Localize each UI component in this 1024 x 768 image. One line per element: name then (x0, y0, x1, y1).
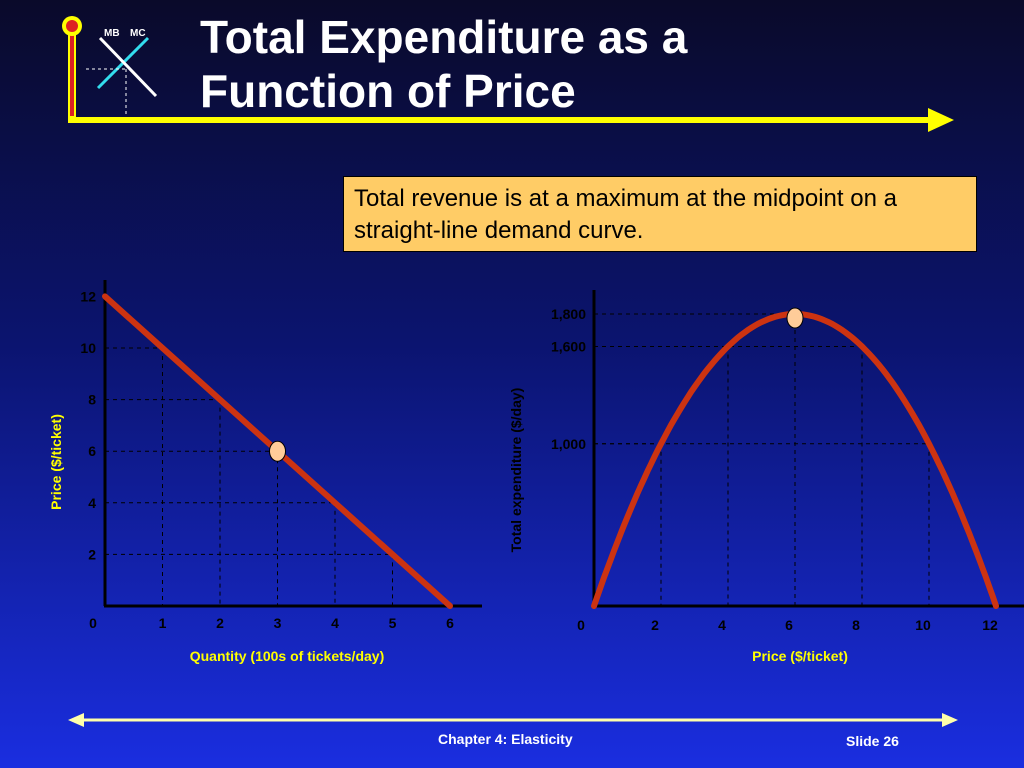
demand-x-axis-label: Quantity (100s of tickets/day) (190, 648, 385, 664)
expenditure-x-tick-label: 4 (718, 617, 726, 633)
demand-y-tick-label: 6 (88, 443, 96, 459)
demand-x-tick-label: 6 (446, 615, 454, 631)
footer-rule (68, 713, 958, 727)
expenditure-x-tick-label: 2 (651, 617, 659, 633)
logo-vertical-stripe (70, 30, 74, 116)
demand-x-tick-label: 1 (159, 615, 167, 631)
expenditure-y-tick-label: 1,800 (551, 306, 586, 322)
expenditure-y-axis-label: Total expenditure ($/day) (508, 388, 524, 553)
demand-y-tick-label: 8 (88, 392, 96, 408)
footer-slide-number: Slide 26 (846, 733, 899, 749)
demand-y-axis-label: Price ($/ticket) (48, 414, 64, 510)
demand-y-tick-label: 2 (88, 546, 96, 562)
logo-mb-line (98, 36, 158, 98)
demand-x-tick-label: 0 (89, 615, 97, 631)
callout-note: Total revenue is at a maximum at the mid… (343, 176, 977, 252)
expenditure-x-tick-label: 8 (852, 617, 860, 633)
expenditure-chart: 0 2 4 6 8 10 12 1,000 1,600 1,800 Price ($/ticke… (508, 290, 1024, 664)
demand-y-tick-label: 10 (80, 340, 96, 356)
expenditure-x-tick-label: 6 (785, 617, 793, 633)
demand-midpoint-marker (269, 440, 286, 462)
demand-x-tick-label: 2 (216, 615, 224, 631)
logo-mb-label: MB (104, 28, 120, 39)
title-rule-arrowhead (928, 108, 954, 132)
slide-title: Total Expenditure as a Function of Price (200, 10, 840, 118)
demand-x-tick-labels: 0 1 2 3 4 5 6 (89, 615, 454, 631)
demand-y-tick-label: 12 (80, 288, 96, 304)
expenditure-y-tick-label: 1,000 (551, 436, 586, 452)
expenditure-x-tick-label: 0 (577, 617, 585, 633)
footer-arrow-right (942, 713, 958, 727)
mb-mc-logo: MB MC (62, 16, 158, 118)
title-arrow-rule (68, 108, 954, 132)
expenditure-x-tick-label: 12 (982, 617, 998, 633)
demand-y-tick-label: 4 (88, 495, 96, 511)
expenditure-x-tick-label: 10 (915, 617, 931, 633)
expenditure-y-tick-labels: 1,000 1,600 1,800 (551, 306, 586, 452)
demand-x-tick-label: 5 (389, 615, 397, 631)
expenditure-max-marker (786, 307, 804, 329)
footer-chapter: Chapter 4: Elasticity (438, 731, 573, 747)
expenditure-x-tick-labels: 0 2 4 6 8 10 12 (577, 617, 998, 633)
logo-mc-label: MC (130, 28, 146, 39)
footer-arrow-left (68, 713, 84, 727)
demand-y-tick-labels: 2 4 6 8 10 12 (80, 288, 96, 562)
expenditure-x-axis-label: Price ($/ticket) (752, 648, 848, 664)
demand-x-tick-label: 3 (274, 615, 282, 631)
expenditure-grid (594, 313, 930, 606)
logo-knob-center (66, 20, 78, 32)
slide-title-line2: Function of Price (200, 65, 576, 117)
expenditure-y-tick-label: 1,600 (551, 338, 586, 354)
slide-title-line1: Total Expenditure as a (200, 11, 688, 63)
demand-grid (105, 347, 393, 606)
demand-x-tick-label: 4 (331, 615, 339, 631)
